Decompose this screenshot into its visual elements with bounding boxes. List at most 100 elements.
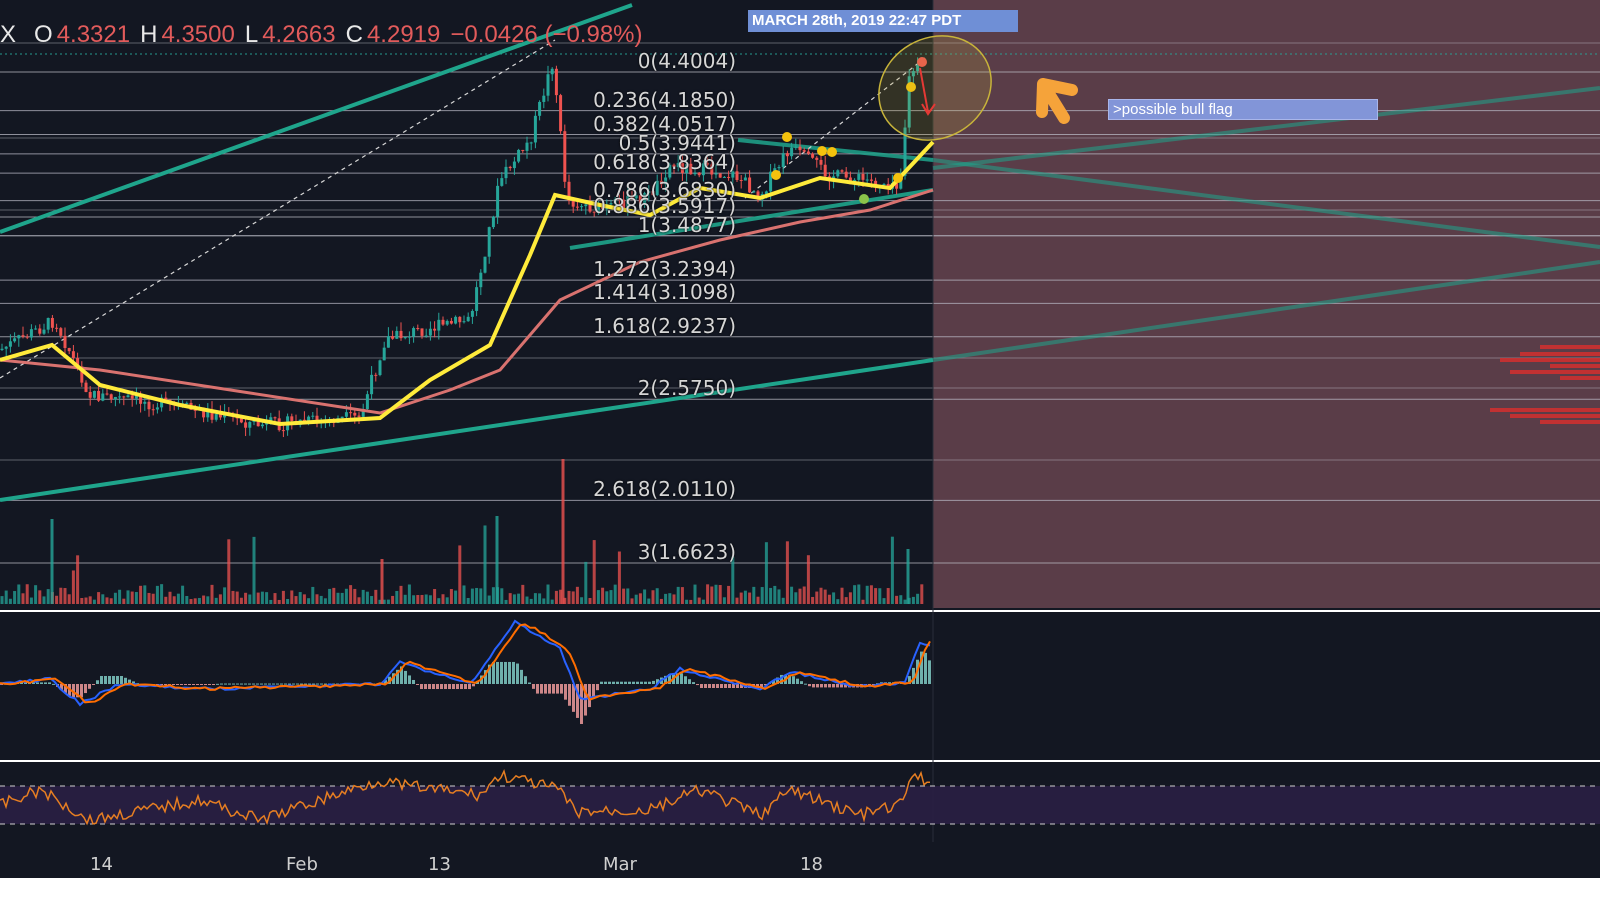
candle-body <box>361 409 365 417</box>
rising-line-extension[interactable] <box>932 86 1600 170</box>
volume-bar <box>890 536 894 604</box>
volume-bar <box>302 594 306 604</box>
candle-body <box>4 346 8 349</box>
candle-body <box>428 328 432 336</box>
lower-channel-extension[interactable] <box>932 260 1600 362</box>
volume-bar <box>382 599 386 604</box>
macd-histogram-bar <box>228 683 231 685</box>
macd-histogram-bar <box>816 684 819 688</box>
volume-bar <box>617 551 621 604</box>
volume-bar <box>273 593 277 604</box>
candle-body <box>92 390 96 398</box>
candle-body <box>710 164 714 175</box>
flag-lower-line[interactable] <box>569 188 934 250</box>
volume-bar <box>395 590 399 604</box>
volume-bar <box>277 599 281 604</box>
volume-bar <box>785 541 789 604</box>
macd-histogram-bar <box>736 684 739 688</box>
arrow-pointer-icon[interactable] <box>1036 78 1078 124</box>
volume-bar <box>290 590 294 604</box>
volume-bar <box>437 598 441 604</box>
candle-body <box>386 336 390 348</box>
down-arrow-icon <box>919 67 936 116</box>
volume-bar <box>756 596 760 604</box>
macd-histogram-bar <box>776 677 779 684</box>
candle-body <box>643 193 647 204</box>
candle-body <box>8 341 12 347</box>
macd-histogram-bar <box>780 674 783 684</box>
trendlines[interactable] <box>0 3 1600 502</box>
candle-body <box>63 335 67 348</box>
upper-channel-line[interactable] <box>0 3 633 234</box>
ellipse-highlight-icon[interactable] <box>860 16 1010 161</box>
macd-histogram-bar <box>484 670 487 684</box>
macd-histogram-bar <box>732 684 735 688</box>
macd-histogram-bar <box>556 684 559 694</box>
macd-histogram-bar <box>52 683 55 685</box>
volume-bar <box>361 589 365 604</box>
candle-body <box>202 407 206 418</box>
volume-bar <box>223 587 227 604</box>
fib-label-12: 2.618(2.0110) <box>593 477 736 502</box>
volume-bar <box>844 597 848 604</box>
falling-line-extension[interactable] <box>932 158 1600 249</box>
macd-histogram-bar <box>188 684 191 685</box>
candle-body <box>533 115 537 143</box>
macd-histogram-bar <box>440 684 443 690</box>
candle-body <box>727 176 731 178</box>
macd-histogram-bar <box>36 682 39 684</box>
volume-bar <box>319 595 323 604</box>
volume-bar <box>189 599 193 604</box>
macd-histogram-bar <box>624 681 627 684</box>
volume-bar <box>370 596 374 604</box>
volume-bar <box>483 525 487 604</box>
volume-bar <box>718 585 722 604</box>
candle-body <box>508 166 512 169</box>
volume-bar <box>143 585 147 604</box>
macd-histogram-bar <box>184 684 187 685</box>
macd-indicator <box>0 619 931 724</box>
close-key: C <box>345 21 363 48</box>
volume-bar <box>479 588 483 604</box>
drawing-annotations[interactable] <box>860 16 1600 424</box>
macd-histogram-bar <box>548 684 551 694</box>
candle-body <box>785 153 789 157</box>
macd-histogram-bar <box>192 684 195 685</box>
lower-channel-line[interactable] <box>0 358 934 502</box>
candle-body <box>71 351 75 358</box>
volume-bar <box>764 542 768 604</box>
macd-histogram-bar <box>172 684 175 685</box>
candle-body <box>370 374 374 395</box>
volume-bar <box>865 585 869 604</box>
candle-body <box>160 397 164 408</box>
macd-histogram-bar <box>688 679 691 684</box>
time-axis[interactable] <box>0 842 1600 878</box>
volume-bar <box>155 585 159 604</box>
volume-bar <box>491 587 495 604</box>
candle-body <box>382 347 386 361</box>
macd-histogram-bar <box>908 676 911 684</box>
volume-bar <box>55 595 59 604</box>
candle-body <box>143 401 147 404</box>
candle-body <box>29 329 33 338</box>
volume-bar <box>626 588 630 604</box>
fib-label-2: 0.382(4.0517) <box>593 111 736 136</box>
candle-body <box>907 76 911 128</box>
macd-histogram-bar <box>60 684 63 690</box>
annotation-note[interactable]: >possible bull flag <box>1108 99 1378 120</box>
candle-body <box>575 206 579 208</box>
candle-body <box>151 409 155 411</box>
volume-bar <box>386 599 390 604</box>
swing-marker <box>917 57 927 67</box>
volume-bar <box>659 598 663 604</box>
candle-body <box>634 195 638 199</box>
candle-body <box>559 95 563 132</box>
candle-body <box>395 330 399 339</box>
candle-body <box>542 95 546 102</box>
macd-histogram-bar <box>408 675 411 684</box>
fib-label-3: 0.5(3.9441) <box>618 130 736 155</box>
macd-histogram-bar <box>828 684 831 688</box>
macd-histogram-bar <box>596 684 599 691</box>
volume-bar <box>428 595 432 604</box>
